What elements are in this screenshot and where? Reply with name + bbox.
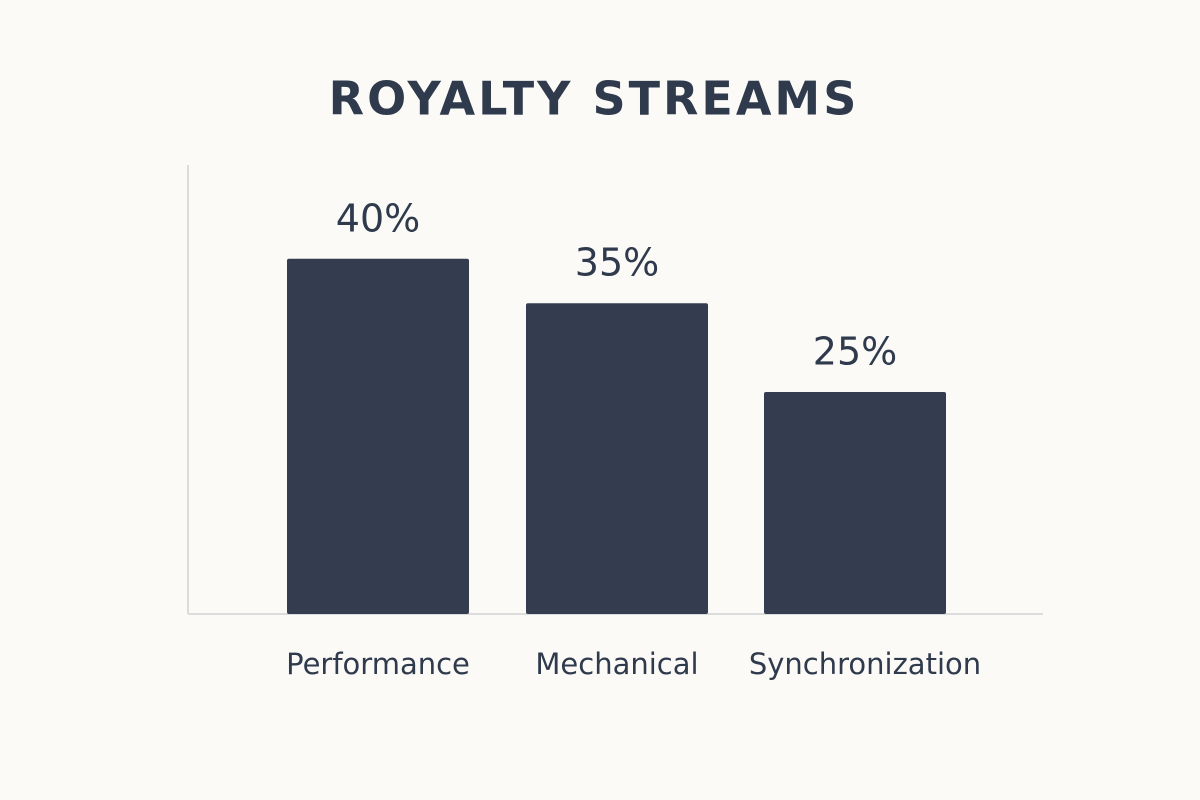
x-tick-label: Performance	[286, 647, 470, 681]
value-label: 35%	[575, 241, 659, 285]
x-tick-label: Mechanical	[535, 647, 698, 681]
value-label: 25%	[813, 330, 897, 374]
bar	[526, 303, 708, 614]
x-tick-label: Synchronization	[749, 647, 981, 681]
chart-title: ROYALTY STREAMS	[329, 72, 860, 126]
value-label: 40%	[336, 196, 420, 240]
bar	[287, 258, 469, 614]
bar	[764, 392, 946, 614]
